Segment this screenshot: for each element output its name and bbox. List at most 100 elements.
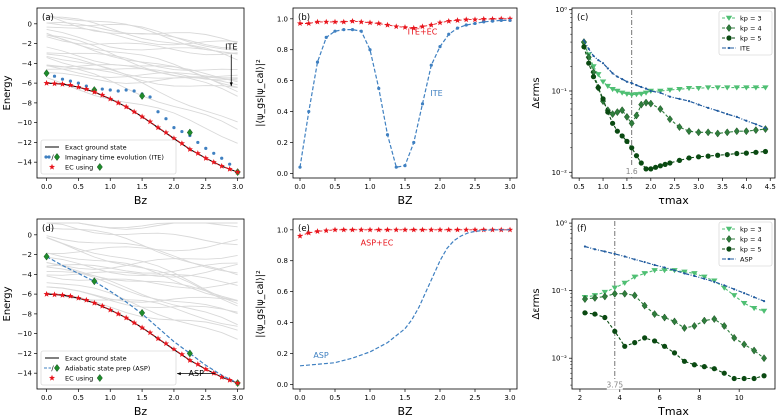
data-point bbox=[731, 375, 737, 382]
x-tick-label: 8 bbox=[697, 394, 701, 402]
data-point bbox=[681, 358, 688, 364]
annotation-label: ITE bbox=[430, 89, 442, 98]
data-point bbox=[359, 29, 363, 33]
data-point bbox=[162, 129, 170, 136]
y-axis-label: Energy bbox=[2, 75, 13, 110]
data-point bbox=[704, 85, 712, 91]
vline-label-bg bbox=[623, 166, 640, 177]
data-point bbox=[705, 128, 712, 137]
y-tick-label: −14 bbox=[17, 159, 32, 167]
data-point bbox=[628, 92, 635, 98]
y-tick-label: 0.4 bbox=[277, 108, 289, 116]
data-point bbox=[743, 291, 746, 295]
data-point bbox=[186, 357, 193, 363]
excited-state-line bbox=[46, 256, 238, 286]
data-point bbox=[498, 15, 505, 22]
data-point bbox=[154, 335, 162, 342]
data-point bbox=[745, 119, 748, 122]
y-tick-label: 10⁻² bbox=[552, 355, 568, 363]
series-asp bbox=[299, 229, 510, 367]
series-asp-ec bbox=[296, 226, 514, 239]
data-point bbox=[375, 20, 382, 27]
data-point bbox=[711, 366, 717, 372]
data-point bbox=[590, 64, 597, 70]
legend-swatch bbox=[727, 257, 731, 261]
legend-separator: / bbox=[51, 365, 54, 373]
excited-state-line bbox=[46, 270, 238, 326]
y-tick-label: 10⁻¹ bbox=[552, 87, 568, 95]
x-tick-label: 2.5 bbox=[200, 183, 211, 191]
y-tick-label: 0.2 bbox=[277, 350, 288, 358]
legend-swatch bbox=[726, 24, 732, 32]
data-point bbox=[67, 292, 74, 299]
data-point bbox=[741, 340, 748, 349]
data-point bbox=[384, 226, 391, 233]
data-point bbox=[234, 168, 241, 175]
excited-state-line bbox=[46, 22, 238, 52]
data-point bbox=[342, 28, 346, 32]
data-point bbox=[385, 133, 390, 137]
x-tick-label: 4.5 bbox=[765, 183, 776, 191]
y-tick-label: −14 bbox=[17, 370, 32, 378]
data-point bbox=[124, 88, 128, 92]
y-tick-label: 0.6 bbox=[277, 77, 289, 85]
legend-a: Exact ground state / Imaginary time evolut… bbox=[40, 139, 177, 175]
data-point bbox=[714, 129, 721, 138]
data-point bbox=[764, 126, 767, 130]
data-point bbox=[375, 226, 382, 233]
series-asp bbox=[583, 245, 766, 303]
data-point bbox=[436, 19, 444, 26]
data-point bbox=[377, 86, 381, 90]
data-point bbox=[735, 115, 738, 118]
data-point bbox=[633, 258, 636, 261]
data-point bbox=[593, 248, 596, 251]
data-point bbox=[631, 291, 638, 300]
legend-label: ASP bbox=[740, 256, 753, 264]
data-point bbox=[609, 110, 616, 119]
annotation-arrowhead bbox=[229, 82, 233, 87]
data-point bbox=[633, 92, 640, 98]
data-point bbox=[681, 269, 688, 275]
data-point bbox=[340, 18, 347, 25]
data-point bbox=[43, 252, 50, 261]
data-point bbox=[218, 373, 225, 380]
data-point bbox=[438, 45, 442, 49]
x-tick-label: 0.0 bbox=[294, 394, 305, 402]
data-point bbox=[614, 88, 621, 94]
data-point bbox=[623, 255, 626, 258]
x-tick-label: 0.0 bbox=[41, 394, 52, 402]
data-point bbox=[581, 295, 588, 304]
legend-label: kp = 3 bbox=[740, 226, 762, 234]
excited-state-line bbox=[46, 275, 238, 289]
legend-label: Imaginary time evolution (ITE) bbox=[65, 154, 164, 162]
y-tick-label: 0.0 bbox=[277, 170, 288, 178]
excited-state-line bbox=[46, 239, 238, 255]
data-point bbox=[667, 160, 673, 166]
data-point bbox=[642, 335, 648, 341]
data-point bbox=[349, 17, 356, 24]
excited-state-line bbox=[46, 282, 238, 340]
data-point bbox=[610, 120, 616, 126]
data-point bbox=[393, 226, 400, 233]
data-point bbox=[713, 280, 716, 283]
legend-label: kp = 3 bbox=[740, 15, 762, 23]
data-point bbox=[644, 87, 648, 90]
x-axis-label: τmax bbox=[658, 194, 689, 207]
legend-swatch bbox=[726, 35, 732, 41]
x-tick-label: 2.5 bbox=[469, 394, 480, 402]
x-tick-label: 2.0 bbox=[434, 183, 445, 191]
y-tick-label: 1.0 bbox=[277, 226, 288, 234]
data-point bbox=[296, 20, 304, 27]
data-point bbox=[83, 296, 90, 303]
legend-d: Exact ground state / Adiabatic state prep … bbox=[40, 350, 177, 386]
legend-swatch bbox=[725, 226, 733, 232]
data-point bbox=[186, 146, 193, 152]
data-point bbox=[686, 127, 692, 136]
data-point bbox=[605, 109, 611, 115]
x-tick-label: 1.5 bbox=[137, 394, 148, 402]
data-point bbox=[331, 226, 339, 233]
data-point bbox=[228, 162, 232, 166]
panel-label: (f) bbox=[577, 224, 587, 234]
data-point bbox=[43, 69, 50, 78]
y-tick-label: −2 bbox=[22, 251, 32, 259]
